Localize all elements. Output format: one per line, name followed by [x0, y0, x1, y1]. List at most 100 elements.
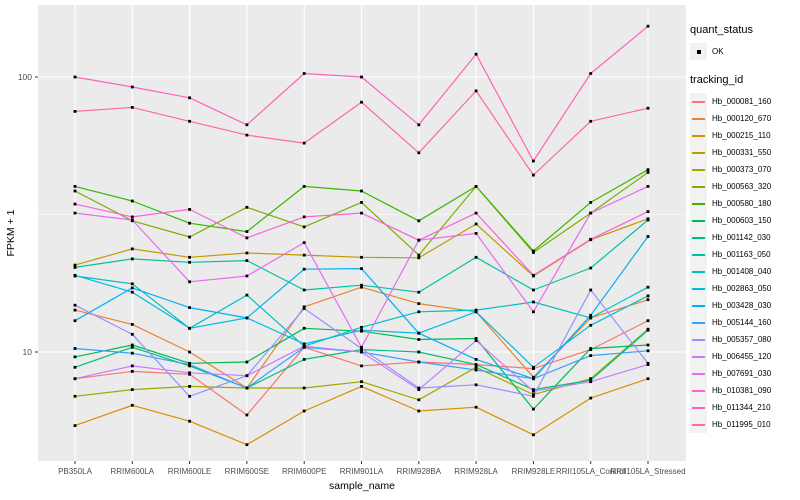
- data-point: [589, 237, 593, 241]
- data-point: [130, 199, 134, 203]
- data-point: [188, 371, 191, 375]
- legend-line-swatch: [692, 134, 705, 137]
- legend-item-ok: OK: [690, 43, 800, 60]
- legend-label: Hb_010381_090: [712, 386, 772, 395]
- data-point: [360, 201, 363, 204]
- legend-line-swatch: [692, 389, 705, 392]
- legend-item-Hb_007691_030: Hb_007691_030: [690, 365, 800, 382]
- legend-item-Hb_001142_030: Hb_001142_030: [690, 229, 800, 246]
- data-point: [474, 383, 478, 387]
- x-tick-label: RRIM928LE: [512, 467, 556, 476]
- data-point: [130, 257, 134, 261]
- legend-label: Hb_006455_120: [712, 352, 772, 361]
- data-point: [245, 205, 249, 209]
- x-tick-label: RRIM600LA: [111, 467, 155, 476]
- data-point: [532, 310, 535, 314]
- quant-status-title: quant_status: [690, 24, 753, 36]
- data-point: [646, 349, 650, 353]
- data-point: [245, 413, 249, 417]
- data-point: [474, 89, 478, 93]
- data-point: [73, 75, 77, 79]
- data-point: [360, 385, 363, 388]
- legend-item-Hb_005144_160: Hb_005144_160: [690, 314, 800, 331]
- data-point: [417, 151, 421, 155]
- legend-label: Hb_000563_320: [712, 182, 772, 191]
- data-point: [589, 211, 593, 215]
- legend-item-Hb_001408_040: Hb_001408_040: [690, 263, 800, 280]
- data-point: [417, 238, 421, 242]
- data-point: [188, 221, 191, 225]
- data-point: [73, 303, 77, 307]
- y-axis-title: FPKM + 1: [5, 209, 17, 256]
- data-point: [646, 319, 650, 323]
- data-point: [646, 218, 650, 222]
- x-tick-label: RRIM600PE: [282, 467, 326, 476]
- data-point: [302, 326, 306, 330]
- legend-key: [690, 127, 707, 144]
- data-point: [360, 255, 363, 259]
- data-point: [188, 350, 191, 354]
- data-point: [73, 365, 77, 369]
- legend-item-Hb_000331_550: Hb_000331_550: [690, 144, 800, 161]
- data-point: [130, 323, 134, 326]
- legend-key: [690, 314, 707, 331]
- legend-key: [690, 280, 707, 297]
- legend-item-Hb_000373_070: Hb_000373_070: [690, 161, 800, 178]
- data-point: [532, 388, 535, 391]
- data-point: [73, 355, 77, 359]
- data-point: [417, 253, 421, 257]
- data-point: [245, 386, 249, 390]
- legend-item-Hb_003428_030: Hb_003428_030: [690, 297, 800, 314]
- legend-key: [690, 110, 707, 127]
- data-point: [417, 310, 421, 314]
- data-point: [360, 328, 363, 332]
- data-point: [188, 255, 191, 259]
- data-point: [188, 280, 191, 284]
- legend-label: Hb_000331_550: [712, 148, 772, 157]
- data-point: [302, 72, 306, 75]
- data-point: [532, 394, 535, 398]
- data-point: [589, 72, 593, 75]
- data-point: [589, 288, 593, 292]
- legend-key: [690, 297, 707, 314]
- data-point: [474, 358, 478, 361]
- data-point: [130, 403, 134, 407]
- data-point: [646, 363, 650, 366]
- data-point: [245, 123, 249, 127]
- data-point: [589, 377, 593, 381]
- data-point: [474, 185, 478, 188]
- legend-quant-status: quant_status OK: [690, 24, 800, 60]
- legend-line-swatch: [692, 338, 705, 341]
- data-point: [245, 259, 249, 262]
- data-point: [130, 343, 134, 347]
- data-point: [130, 332, 134, 336]
- data-point: [73, 266, 77, 269]
- legend-line-swatch: [692, 236, 705, 239]
- data-point: [245, 274, 249, 278]
- data-point: [474, 52, 478, 56]
- legend-item-Hb_000081_160: Hb_000081_160: [690, 93, 800, 110]
- y-tick-label: 100: [18, 72, 32, 82]
- ok-label: OK: [712, 47, 724, 56]
- data-point: [532, 389, 535, 393]
- legend-label: Hb_000215_110: [712, 131, 771, 140]
- legend-label: Hb_000373_070: [712, 165, 772, 174]
- data-point: [532, 288, 535, 292]
- legend-key: [690, 331, 707, 348]
- data-point: [245, 236, 249, 240]
- data-point: [188, 394, 191, 398]
- data-point: [73, 189, 77, 193]
- legend-key: [690, 161, 707, 178]
- data-point: [245, 443, 249, 447]
- data-point: [360, 345, 363, 349]
- data-point: [188, 419, 191, 423]
- legend-label: Hb_000081_160: [712, 97, 772, 106]
- data-point: [417, 256, 421, 260]
- plot-canvas: 100 10 PB350LA RRIM600LA RRIM600LE RRIM600SE R…: [5, 5, 686, 492]
- legend-item-Hb_000120_670: Hb_000120_670: [690, 110, 800, 127]
- data-point: [130, 364, 134, 368]
- data-point: [188, 306, 191, 309]
- data-point: [245, 374, 249, 378]
- data-point: [130, 282, 134, 286]
- data-point: [474, 232, 478, 235]
